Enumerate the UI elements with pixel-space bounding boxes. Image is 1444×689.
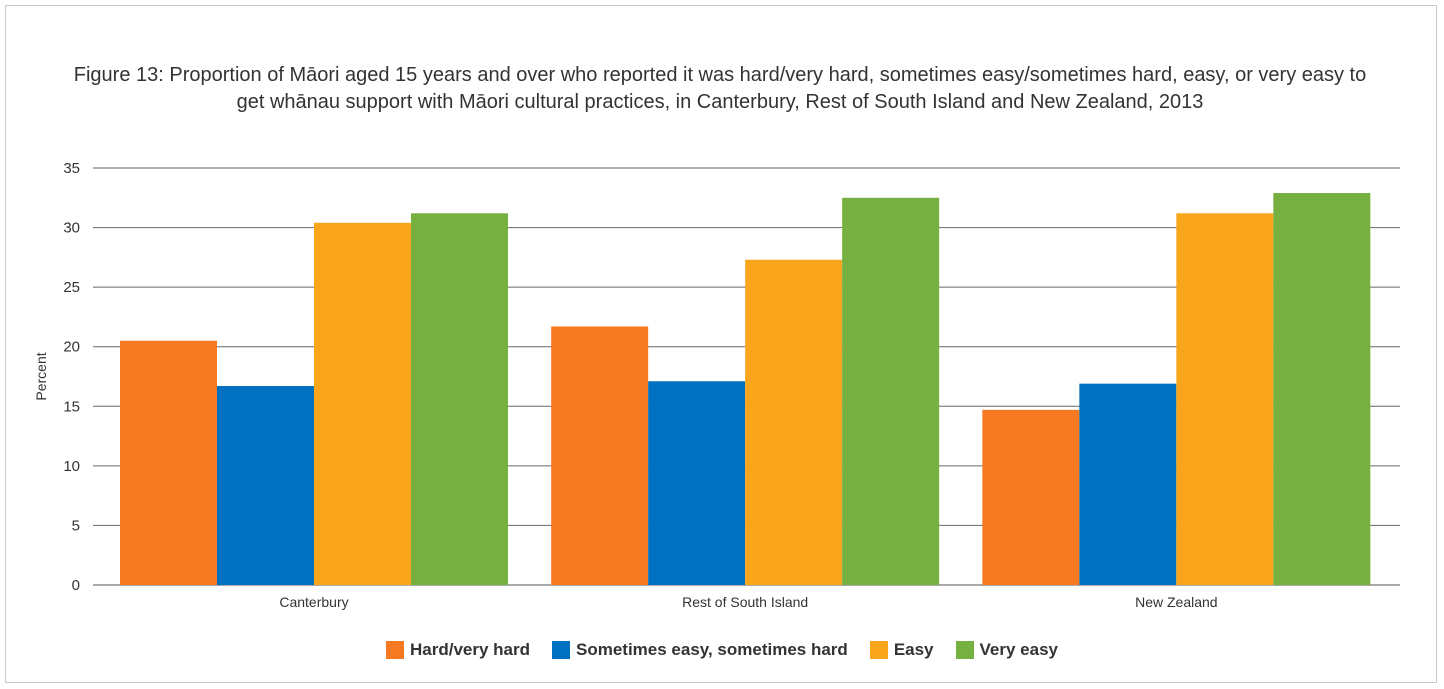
legend: Hard/very hard Sometimes easy, sometimes … <box>0 640 1444 660</box>
bar <box>1273 193 1371 585</box>
y-tick-label: 5 <box>72 517 80 534</box>
bar <box>648 381 746 585</box>
legend-label: Easy <box>893 640 934 659</box>
bar <box>217 386 314 585</box>
x-tick-label: New Zealand <box>1135 594 1218 610</box>
bar <box>1079 383 1177 585</box>
bar <box>411 213 508 585</box>
legend-swatch <box>552 641 570 659</box>
legend-item: Hard/very hard <box>386 640 530 660</box>
bar <box>745 259 843 585</box>
x-tick-label: Rest of South Island <box>682 594 808 610</box>
y-tick-label: 30 <box>63 220 80 237</box>
y-tick-label: 10 <box>63 458 80 475</box>
legend-item: Very easy <box>955 640 1058 660</box>
y-tick-label: 15 <box>63 398 80 415</box>
legend-swatch <box>869 641 888 659</box>
chart-title: Figure 13: Proportion of Māori aged 15 y… <box>73 64 1367 113</box>
y-tick-label: 35 <box>63 160 80 177</box>
legend-swatch <box>386 641 404 659</box>
y-tick-label: 20 <box>63 339 80 356</box>
bar <box>842 197 940 586</box>
y-tick-label: 0 <box>72 577 80 594</box>
bar <box>1176 213 1274 585</box>
legend-item: Sometimes easy, sometimes hard <box>552 640 848 660</box>
bar <box>314 222 411 585</box>
legend-item: Easy <box>869 640 934 660</box>
bar <box>551 326 649 585</box>
legend-label: Very easy <box>979 640 1058 659</box>
y-tick-label: 25 <box>63 279 80 296</box>
y-axis-label: Percent <box>33 352 49 400</box>
legend-swatch <box>955 641 974 659</box>
legend-label: Hard/very hard <box>410 640 530 659</box>
bar <box>120 340 217 585</box>
bar <box>982 409 1080 585</box>
x-tick-label: Canterbury <box>279 594 348 610</box>
legend-label: Sometimes easy, sometimes hard <box>576 640 848 659</box>
